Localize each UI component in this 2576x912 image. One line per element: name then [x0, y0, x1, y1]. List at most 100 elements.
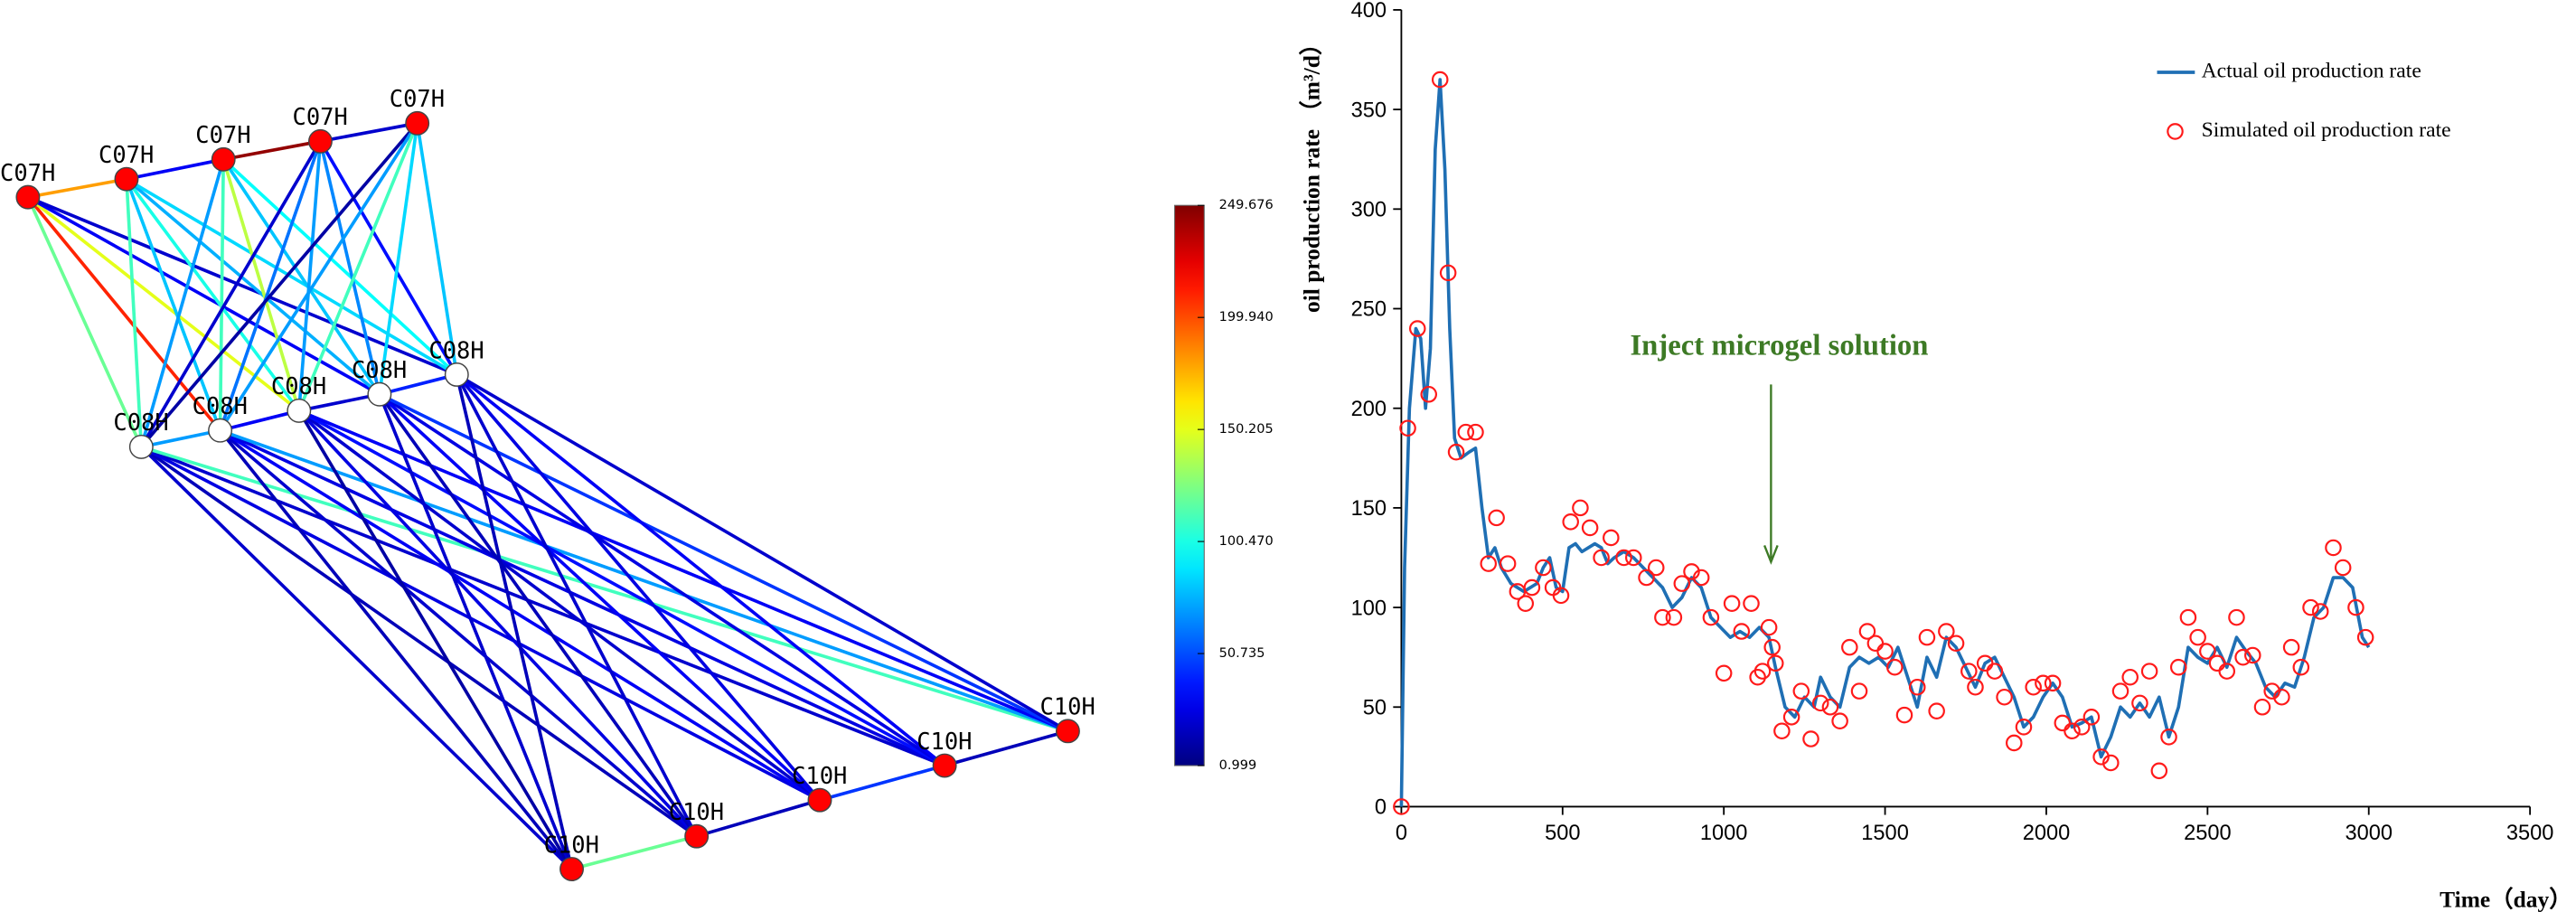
scatter-point: [2199, 643, 2216, 660]
scatter-point: [1960, 663, 1978, 680]
scatter-point: [1431, 71, 1449, 89]
node-label: C07H: [195, 121, 250, 148]
edge: [26, 196, 143, 448]
edge: [455, 373, 822, 802]
scatter-point: [1733, 623, 1751, 640]
x-axis-label: Time（day）: [2440, 886, 2572, 912]
edge: [139, 122, 419, 448]
x-tick-label: 0: [1396, 822, 1407, 845]
edge: [221, 158, 301, 411]
node: [444, 362, 469, 387]
node-label: C10H: [792, 762, 847, 789]
scatter-point: [1702, 608, 1720, 626]
legend-marker: [2167, 123, 2184, 140]
scatter-point: [1552, 587, 1570, 605]
scatter-point: [2169, 658, 2187, 676]
x-tick-label: 1000: [1700, 822, 1748, 845]
scatter-point: [2082, 709, 2101, 726]
scatter-point: [1850, 682, 1868, 700]
scatter-point: [1773, 722, 1791, 739]
scatter-point: [1603, 529, 1620, 547]
edge: [378, 392, 946, 767]
scatter-point: [1647, 559, 1665, 577]
scatter-point: [1723, 595, 1741, 612]
y-tick-label: 150: [1351, 497, 1387, 521]
scatter-point: [1886, 658, 1904, 676]
node: [1055, 719, 1080, 744]
scatter-point: [2234, 648, 2252, 666]
scatter-point: [2131, 694, 2148, 712]
scatter-point: [1638, 569, 1655, 587]
x-tick-label: 2000: [2023, 822, 2071, 845]
node-label: C10H: [544, 831, 599, 858]
node: [932, 753, 957, 778]
edge: [298, 392, 381, 413]
edge: [455, 374, 574, 870]
scatter-point: [1841, 638, 1858, 656]
edge: [218, 140, 323, 431]
edge: [27, 177, 127, 199]
scatter-point: [2092, 748, 2110, 766]
edge: [318, 140, 458, 376]
node: [367, 381, 392, 407]
edge: [571, 834, 698, 871]
scatter-point: [2325, 539, 2342, 557]
scatter-point: [2244, 646, 2261, 664]
scatter-point: [2292, 658, 2310, 676]
edge: [297, 409, 574, 870]
y-tick-label: 50: [1363, 696, 1387, 719]
scatter-point: [1996, 688, 2013, 706]
y-tick-label: 100: [1351, 597, 1387, 620]
scatter-point: [1753, 663, 1772, 680]
edge: [140, 446, 573, 870]
scatter-point: [1866, 635, 1885, 653]
scatter-point: [1743, 595, 1760, 612]
scatter-point: [1811, 694, 1829, 712]
y-tick-label: 300: [1351, 198, 1387, 221]
scatter-point: [1408, 320, 1426, 337]
scatter-point: [2282, 638, 2300, 656]
scatter-point: [2140, 663, 2158, 680]
scatter-point: [2218, 663, 2236, 680]
scatter-point: [1393, 798, 1410, 815]
scatter-point: [2102, 754, 2120, 772]
scatter-point: [1715, 664, 1733, 682]
scatter-point: [1439, 264, 1457, 282]
scatter-point: [2302, 598, 2319, 616]
edge: [139, 158, 225, 447]
node: [559, 857, 584, 881]
scatter-point: [2356, 628, 2374, 646]
edge: [297, 409, 945, 767]
scatter-point: [1895, 706, 1913, 724]
edge: [378, 393, 574, 870]
scatter-point: [1572, 499, 1589, 517]
scatter-point: [2121, 668, 2139, 686]
edge: [219, 122, 419, 432]
x-tick-label: 1500: [1861, 822, 1909, 845]
y-tick-label: 350: [1351, 99, 1387, 122]
edge: [379, 372, 457, 397]
scatter-point: [1581, 519, 1599, 537]
node-label: C07H: [0, 159, 55, 186]
node-label: C08H: [193, 392, 248, 419]
edge: [218, 159, 226, 431]
scatter-point: [1683, 563, 1700, 580]
scatter-point: [1967, 678, 1984, 696]
scatter-point: [1467, 423, 1484, 441]
edge: [696, 798, 821, 838]
scatter-point: [2015, 719, 2033, 736]
scatter-point: [2311, 603, 2329, 620]
scatter-point: [2347, 598, 2364, 616]
edge: [140, 428, 221, 449]
edge: [125, 179, 144, 447]
node: [807, 787, 832, 813]
scatter-point: [1938, 623, 1955, 640]
scatter-point: [2073, 719, 2091, 736]
node-label: C08H: [428, 336, 484, 363]
edge: [297, 409, 822, 802]
network-panel: C07H C07H C07H C07H C07H C08H C08H C08H C08H C08H…: [0, 85, 1274, 881]
y-tick-label: 250: [1351, 298, 1387, 322]
node-label: C10H: [669, 798, 724, 825]
node-label: C08H: [113, 409, 168, 436]
